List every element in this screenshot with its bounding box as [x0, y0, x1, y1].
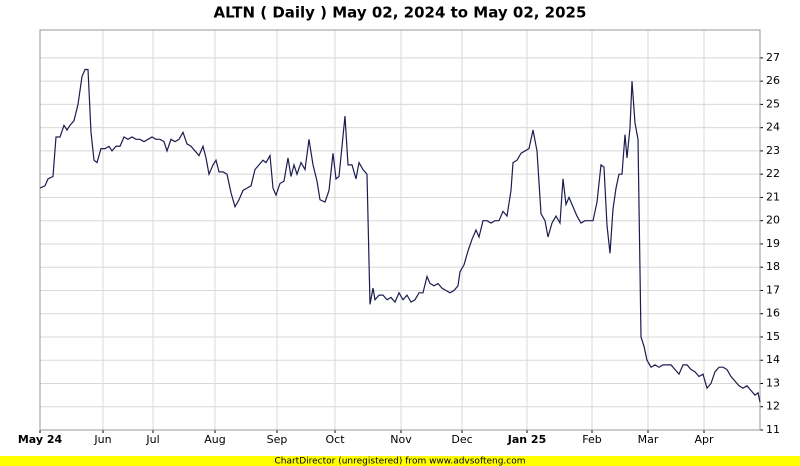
- x-tick-label: Feb: [582, 433, 601, 446]
- x-tick-label: Jun: [93, 433, 111, 446]
- y-tick-label: 22: [766, 167, 780, 180]
- x-tick-label: Jul: [145, 433, 159, 446]
- x-tick-label: Oct: [325, 433, 345, 446]
- x-tick-label: Nov: [390, 433, 412, 446]
- y-tick-label: 11: [766, 423, 780, 436]
- plot-border: [39, 29, 761, 431]
- y-tick-label: 24: [766, 121, 780, 134]
- x-tick-label: Apr: [694, 433, 714, 446]
- chart-title: ALTN ( Daily ) May 02, 2024 to May 02, 2…: [214, 4, 587, 22]
- y-tick-label: 18: [766, 260, 780, 273]
- x-tick-label: Mar: [638, 433, 659, 446]
- y-tick-label: 16: [766, 307, 780, 320]
- price-line: [39, 68, 761, 403]
- y-tick-label: 15: [766, 330, 780, 343]
- y-tick-label: 27: [766, 51, 780, 64]
- y-tick-label: 20: [766, 214, 780, 227]
- x-tick-label: May 24: [18, 433, 63, 446]
- footer-bar: [0, 456, 800, 466]
- plot-area: [40, 30, 760, 430]
- y-tick-label: 25: [766, 97, 780, 110]
- y-tick-label: 19: [766, 237, 780, 250]
- y-tick-label: 14: [766, 353, 780, 366]
- y-tick-label: 12: [766, 400, 780, 413]
- y-tick-label: 26: [766, 74, 780, 87]
- footer: ChartDirector (unregistered) from www.ad…: [274, 457, 525, 466]
- y-tick-label: 23: [766, 144, 780, 157]
- y-tick-label: 13: [766, 376, 780, 389]
- y-tick-label: 21: [766, 190, 780, 203]
- x-tick-label: Sep: [267, 433, 288, 446]
- x-tick-label: Aug: [204, 433, 225, 446]
- x-tick-label: Jan 25: [507, 433, 546, 446]
- x-tick-label: Dec: [451, 433, 472, 446]
- y-tick-label: 17: [766, 283, 780, 296]
